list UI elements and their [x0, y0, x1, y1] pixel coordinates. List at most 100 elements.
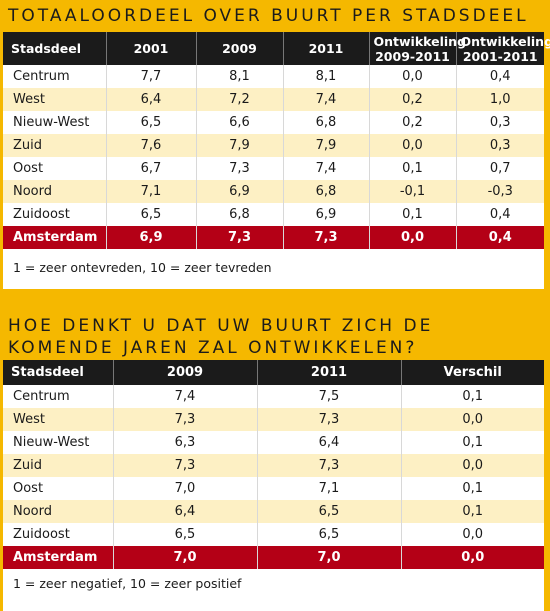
table-row: Oost 6,7 7,3 7,4 0,1 0,7: [3, 157, 544, 180]
column-header: 2001: [106, 32, 197, 65]
district-cell: Zuid: [3, 454, 114, 477]
value-cell: 8,1: [283, 65, 370, 88]
district-cell: Zuidoost: [3, 523, 114, 546]
total-value-cell: 0,0: [401, 546, 544, 569]
value-cell: 7,3: [196, 157, 284, 180]
table-row: Centrum 7,7 8,1 8,1 0,0 0,4: [3, 65, 544, 88]
total-value-cell: 7,0: [257, 546, 402, 569]
district-cell: West: [3, 408, 114, 431]
value-cell: 0,0: [369, 65, 457, 88]
value-cell: 0,0: [401, 454, 544, 477]
scale-note: 1 = zeer ontevreden, 10 = zeer tevreden: [13, 260, 272, 275]
value-cell: 0,0: [401, 523, 544, 546]
column-header: 2009: [113, 360, 258, 385]
satisfaction-table-box: Stadsdeel 2001 2009 2011 Ontwikkeling 2009-2…: [3, 32, 550, 289]
table-header-row: Stadsdeel 2001 2009 2011 Ontwikkeling 2009-2…: [3, 32, 550, 65]
column-header: 2009: [196, 32, 284, 65]
value-cell: 7,9: [196, 134, 284, 157]
value-cell: 6,4: [113, 500, 258, 523]
district-cell: Centrum: [3, 385, 114, 408]
value-cell: 0,1: [369, 203, 457, 226]
scale-note: 1 = zeer negatief, 10 = zeer positief: [13, 576, 242, 591]
district-cell: Zuid: [3, 134, 107, 157]
table-row: Oost 7,0 7,1 0,1: [3, 477, 544, 500]
total-label-cell: Amsterdam: [3, 226, 107, 249]
value-cell: 7,3: [257, 454, 402, 477]
value-cell: 1,0: [456, 88, 544, 111]
value-cell: 7,5: [257, 385, 402, 408]
table-row: West 7,3 7,3 0,0: [3, 408, 544, 431]
value-cell: 6,5: [106, 111, 197, 134]
value-cell: 7,0: [113, 477, 258, 500]
total-row: Amsterdam 6,9 7,3 7,3 0,0 0,4: [3, 226, 544, 249]
value-cell: 0,7: [456, 157, 544, 180]
value-cell: 6,5: [106, 203, 197, 226]
value-cell: 7,3: [113, 408, 258, 431]
district-cell: Centrum: [3, 65, 107, 88]
district-cell: Zuidoost: [3, 203, 107, 226]
column-header: Stadsdeel: [3, 360, 114, 385]
outlook-table: Stadsdeel 2009 2011 Verschil Centrum 7,4 7,5 0…: [3, 360, 544, 569]
value-cell: 6,4: [106, 88, 197, 111]
value-cell: 7,1: [257, 477, 402, 500]
column-header: Ontwikkeling 2009-2011: [369, 32, 466, 65]
table-row: Zuidoost 6,5 6,8 6,9 0,1 0,4: [3, 203, 544, 226]
value-cell: 6,5: [113, 523, 258, 546]
table-row: West 6,4 7,2 7,4 0,2 1,0: [3, 88, 544, 111]
table-row: Noord 7,1 6,9 6,8 -0,1 -0,3: [3, 180, 544, 203]
value-cell: 7,4: [283, 88, 370, 111]
table-row: Zuidoost 6,5 6,5 0,0: [3, 523, 544, 546]
value-cell: 6,5: [257, 500, 402, 523]
total-row: Amsterdam 7,0 7,0 0,0: [3, 546, 544, 569]
outlook-table-title: Hoe denkt u dat uw buurt zich de komende…: [8, 316, 434, 358]
value-cell: 6,8: [283, 180, 370, 203]
table-row: Nieuw-West 6,5 6,6 6,8 0,2 0,3: [3, 111, 544, 134]
value-cell: 7,2: [196, 88, 284, 111]
column-header: Stadsdeel: [3, 32, 107, 65]
column-header: Verschil: [401, 360, 544, 385]
value-cell: 7,4: [113, 385, 258, 408]
district-cell: Oost: [3, 157, 107, 180]
value-cell: 0,2: [369, 111, 457, 134]
value-cell: 7,3: [113, 454, 258, 477]
value-cell: 0,1: [369, 157, 457, 180]
value-cell: 6,5: [257, 523, 402, 546]
column-header: 2011: [283, 32, 370, 65]
value-cell: 7,3: [257, 408, 402, 431]
value-cell: 6,8: [283, 111, 370, 134]
value-cell: 0,4: [456, 203, 544, 226]
table-row: Noord 6,4 6,5 0,1: [3, 500, 544, 523]
satisfaction-table-title: Totaaloordeel over buurt per stadsdeel: [8, 6, 529, 26]
total-value-cell: 0,4: [456, 226, 544, 249]
value-cell: 0,1: [401, 385, 544, 408]
value-cell: 7,7: [106, 65, 197, 88]
district-cell: Noord: [3, 180, 107, 203]
value-cell: -0,3: [456, 180, 544, 203]
value-cell: 7,1: [106, 180, 197, 203]
value-cell: 0,3: [456, 111, 544, 134]
value-cell: 0,3: [456, 134, 544, 157]
district-cell: West: [3, 88, 107, 111]
table-row: Zuid 7,6 7,9 7,9 0,0 0,3: [3, 134, 544, 157]
total-value-cell: 7,0: [113, 546, 258, 569]
value-cell: 7,9: [283, 134, 370, 157]
column-header: 2011: [257, 360, 402, 385]
district-cell: Nieuw-West: [3, 111, 107, 134]
value-cell: 0,1: [401, 431, 544, 454]
district-cell: Nieuw-West: [3, 431, 114, 454]
value-cell: 7,6: [106, 134, 197, 157]
table-row: Zuid 7,3 7,3 0,0: [3, 454, 544, 477]
table-row: Centrum 7,4 7,5 0,1: [3, 385, 544, 408]
value-cell: 6,4: [257, 431, 402, 454]
total-label-cell: Amsterdam: [3, 546, 114, 569]
column-header: Ontwikkeling 2001-2011: [456, 32, 550, 65]
table-row: Nieuw-West 6,3 6,4 0,1: [3, 431, 544, 454]
value-cell: 6,6: [196, 111, 284, 134]
total-value-cell: 7,3: [283, 226, 370, 249]
value-cell: -0,1: [369, 180, 457, 203]
value-cell: 0,4: [456, 65, 544, 88]
value-cell: 6,9: [283, 203, 370, 226]
table-header-row: Stadsdeel 2009 2011 Verschil: [3, 360, 544, 385]
value-cell: 6,9: [196, 180, 284, 203]
satisfaction-table: Stadsdeel 2001 2009 2011 Ontwikkeling 2009-2…: [3, 32, 550, 249]
